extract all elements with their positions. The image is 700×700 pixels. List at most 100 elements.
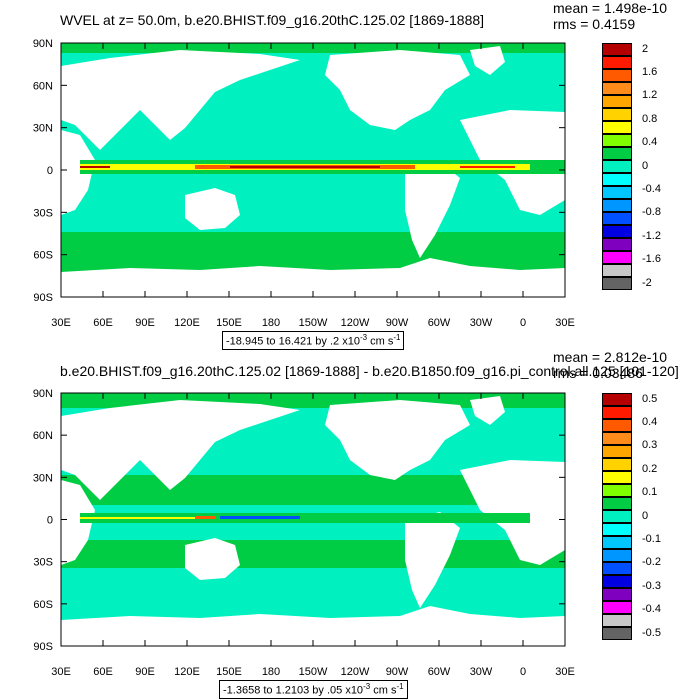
colorbar-label: -0.1: [642, 532, 661, 545]
panel-2-map: [61, 393, 565, 646]
colorbar-swatch: [602, 419, 632, 432]
range-text: -1.3658 to 1.2103 by .05 x10: [223, 684, 364, 697]
range-unit-exponent: -1: [396, 682, 404, 691]
lat-label: 90N: [33, 38, 53, 50]
lat-label: 60N: [33, 430, 53, 442]
colorbar-swatch: [602, 627, 632, 640]
colorbar-swatch: [602, 484, 632, 497]
colorbar-swatch: [602, 173, 632, 186]
lat-label: 30N: [33, 472, 53, 484]
colorbar-swatch: [602, 523, 632, 536]
colorbar-label: -1.6: [642, 253, 661, 266]
colorbar-label: -1.2: [642, 229, 661, 242]
colorbar-label: 0.2: [642, 462, 658, 475]
colorbar-label: 0.1: [642, 486, 658, 499]
colorbar-label: 0: [642, 509, 649, 522]
lon-label: 30E: [555, 666, 575, 678]
colorbar-label: 0.5: [642, 392, 658, 405]
colorbar-swatch: [602, 264, 632, 277]
colorbar-label: -2: [642, 276, 652, 289]
panel-2-mean: mean = 2.812e-10: [553, 349, 668, 365]
lon-label: 30W: [470, 317, 493, 329]
colorbar-swatch: [602, 56, 632, 69]
colorbar-label: 0.4: [642, 136, 658, 149]
australia: [185, 538, 240, 580]
north-america: [325, 50, 470, 130]
panel-1-title: WVEL at z= 50.0m, b.e20.BHIST.f09_g16.20…: [60, 12, 485, 28]
lon-label: 180: [262, 317, 280, 329]
colorbar-label: -0.3: [642, 579, 661, 592]
colorbar-swatch: [602, 277, 632, 290]
colorbar-swatch: [602, 575, 632, 588]
colorbar-swatch: [602, 212, 632, 225]
colorbar-label: -0.2: [642, 556, 661, 569]
panel-2-title: b.e20.BHIST.f09_g16.20thC.125.02 [1869-1…: [60, 363, 679, 379]
colorbar-swatch: [602, 238, 632, 251]
south-america: [405, 512, 460, 608]
lon-label: 90E: [135, 666, 155, 678]
colorbar-swatch: [602, 497, 632, 510]
lat-label: 0: [47, 515, 53, 527]
lon-label: 60W: [428, 666, 451, 678]
panel-1-rms: rms = 0.4159: [553, 16, 636, 32]
colorbar-swatch: [602, 108, 632, 121]
range-unit-exponent: -1: [393, 333, 401, 342]
lat-label: 60S: [33, 599, 53, 611]
lon-label: 30E: [51, 317, 71, 329]
range-exponent: -3: [359, 333, 368, 342]
greenland: [470, 396, 505, 425]
colorbar-label: -0.4: [642, 603, 661, 616]
lon-label: 150W: [299, 317, 328, 329]
colorbar-swatch: [602, 406, 632, 419]
colorbar-swatch: [602, 432, 632, 445]
colorbar-label: 1.2: [642, 89, 658, 102]
north-america: [325, 400, 470, 480]
colorbar-swatch: [602, 251, 632, 264]
panel-1-range-box: -18.945 to 16.421 by .2 x10-3 cm s-1: [222, 331, 405, 350]
colorbar-label: 0: [642, 159, 649, 172]
colorbar-swatch: [602, 588, 632, 601]
colorbar-swatch: [602, 471, 632, 484]
lat-label: 30N: [33, 123, 53, 135]
lon-label: 90W: [386, 317, 409, 329]
lon-label: 30E: [51, 666, 71, 678]
colorbar-swatch: [602, 121, 632, 134]
panel-2-rms: rms = 0.03486: [553, 365, 643, 381]
colorbar-label: -0.4: [642, 182, 661, 195]
colorbar-label: -0.8: [642, 206, 661, 219]
equatorial-band-green: [80, 513, 530, 523]
lon-label: 150W: [299, 666, 328, 678]
lon-label: 30E: [555, 317, 575, 329]
lon-label: 60E: [93, 666, 113, 678]
colorbar-swatch: [602, 510, 632, 523]
greenland: [470, 46, 505, 75]
lon-label: 180: [262, 666, 280, 678]
colorbar-swatch: [602, 549, 632, 562]
lon-label: 90W: [386, 666, 409, 678]
colorbar-swatch: [602, 43, 632, 56]
panel-1-mean: mean = 1.498e-10: [553, 0, 668, 16]
colorbar-swatch: [602, 225, 632, 238]
lat-label: 0: [47, 165, 53, 177]
lon-label: 120W: [341, 317, 370, 329]
lon-label: 150E: [216, 317, 242, 329]
lon-label: 30W: [470, 666, 493, 678]
panel-1-axes: 90N 60N 30N 0 30S 60S 90S 30E 60E 90E 120E 150E 180 1…: [33, 38, 575, 329]
panel-1-map: [61, 43, 565, 297]
australia: [185, 188, 240, 230]
range-exponent: -3: [363, 682, 371, 691]
equatorial-band-dark: [230, 166, 380, 168]
colorbar-swatch: [602, 134, 632, 147]
colorbar-swatch: [602, 614, 632, 627]
colorbar-swatch: [602, 199, 632, 212]
panel-2-range-box: -1.3658 to 1.2103 by .05 x10-3 cm s-1: [219, 680, 408, 699]
colorbar-swatch: [602, 536, 632, 549]
panel-2-colorbar: 0.5 0.4 0.3 0.2 0.1 0 -0.1 -0.2 -0.3 -0.4 -0.5: [602, 392, 672, 640]
antarctica: [61, 258, 565, 297]
africa-west: [460, 460, 565, 565]
lat-label: 60N: [33, 80, 53, 92]
lat-label: 90N: [33, 388, 53, 400]
africa-east: [61, 480, 95, 565]
lon-label: 60W: [428, 317, 451, 329]
